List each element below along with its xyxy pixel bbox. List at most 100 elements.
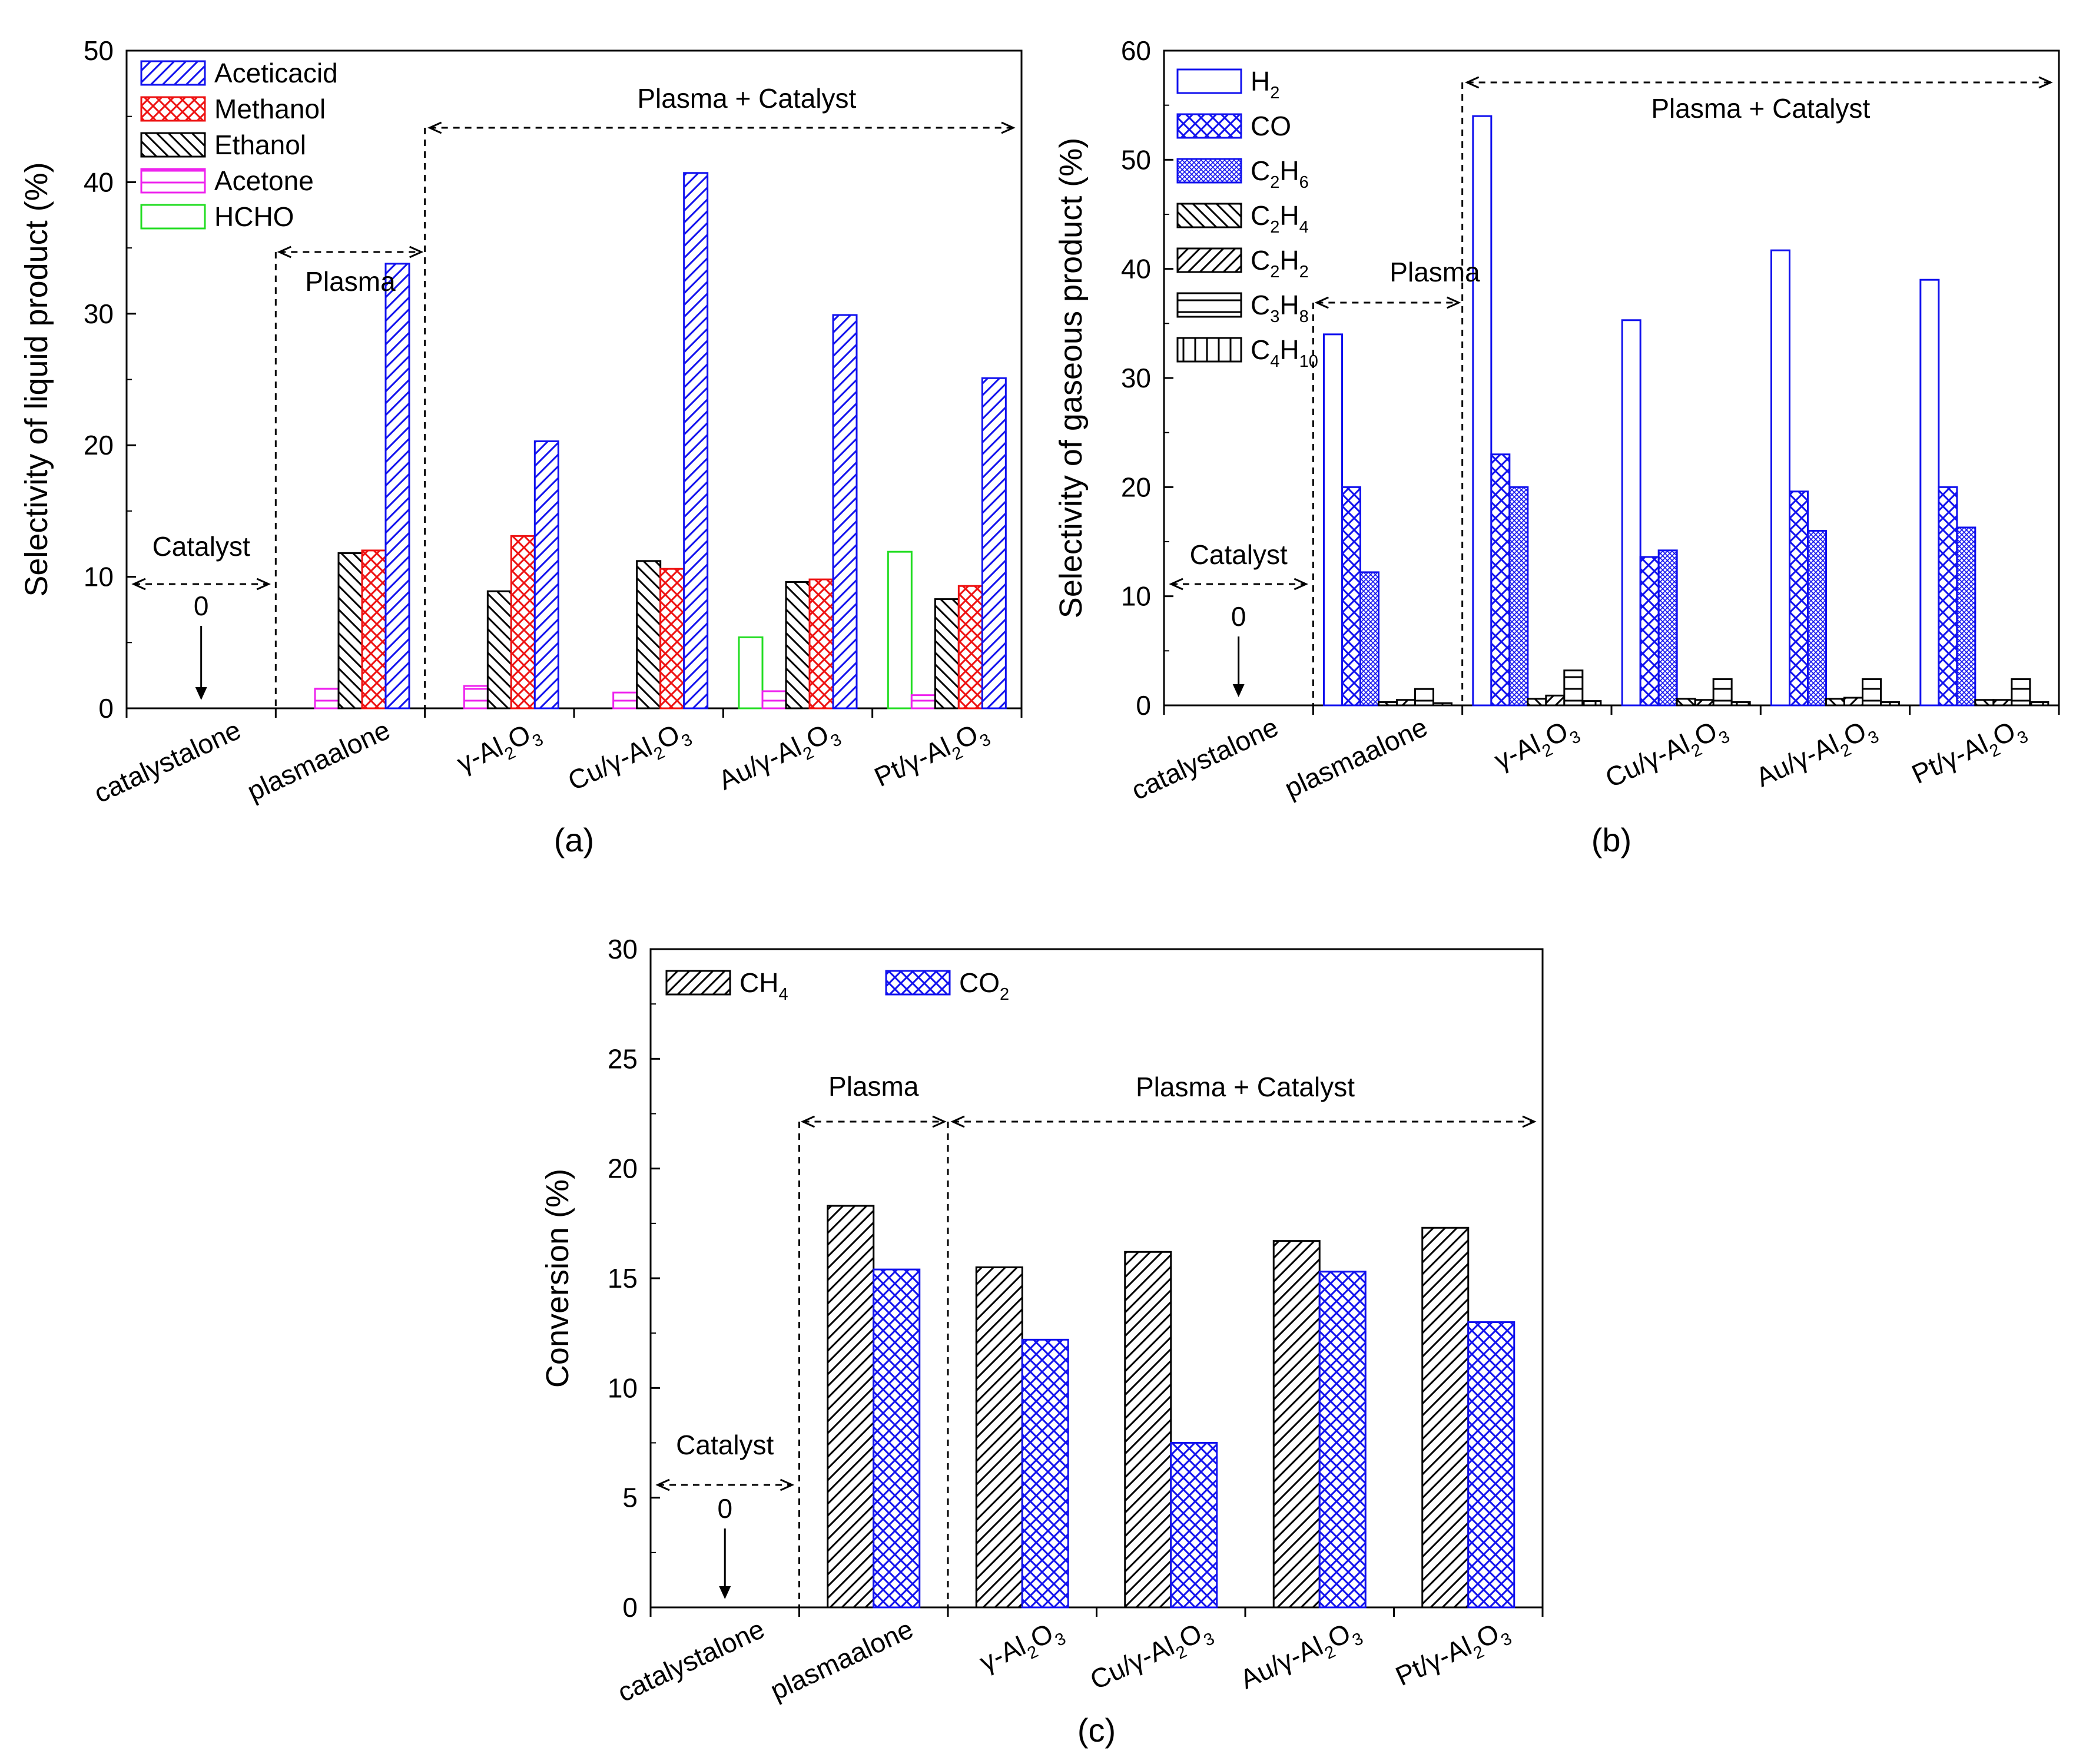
arrow-catalyst-span-right-head — [780, 1478, 795, 1491]
bar-methanol-plasma-alone — [361, 549, 387, 709]
x-tick-label-al2o3: γ-Al2O3 — [1490, 711, 1584, 781]
bar-acetone-al2o3 — [463, 685, 489, 709]
bar-c2h6-plasma-alone — [1359, 571, 1379, 707]
legend: H2 CO C2H6 C2H4 C2H2 C3H8 C4H10 — [1176, 66, 1318, 371]
bar-ethanol-pt-al2o3 — [934, 598, 960, 709]
bar-h2-al2o3 — [1472, 115, 1493, 707]
bar-c3h8-plasma-alone — [1414, 688, 1434, 707]
panel-label: (c) — [1077, 1712, 1116, 1749]
x-tick-label-pt-al2o3: Pt/γ-Al2O3 — [870, 714, 994, 798]
legend-label-methanol: Methanol — [214, 94, 326, 124]
legend-swatch-c3h8 — [1176, 292, 1242, 318]
arrow-plasma-span-right-head — [932, 1115, 947, 1128]
bar-c2h2-plasma-alone — [1396, 699, 1416, 707]
legend-swatch-ethanol — [140, 132, 206, 158]
y-tick-label: 10 — [1121, 581, 1151, 612]
bar-hcho-pt-al2o3 — [887, 551, 913, 709]
legend-swatch-methanol — [140, 96, 206, 122]
arrow-plasma-catalyst-span-right-head — [1001, 121, 1016, 134]
legend-label-c4h10: C4H10 — [1251, 334, 1318, 371]
annotation-catalyst: Catalyst — [1190, 539, 1288, 570]
bar-acetic-acid-al2o3 — [533, 440, 559, 709]
x-tick-label-al2o3: γ-Al2O3 — [452, 714, 546, 784]
x-tick-label-catalyst-alone: catalystalone — [1126, 711, 1282, 806]
bar-co-pt-al2o3 — [1938, 486, 1958, 707]
arrow-plasma-span-left-head — [1314, 296, 1329, 309]
x-tick-label-catalyst-alone: catalystalone — [89, 714, 245, 809]
y-tick-label: 50 — [84, 35, 114, 66]
bar-ch4-au-al2o3 — [1272, 1240, 1321, 1609]
bar-c3h8-al2o3 — [1563, 669, 1584, 707]
legend-label-hcho: HCHO — [214, 201, 294, 232]
annotation-plasma: Plasma — [1389, 257, 1480, 287]
x-tick-label-plasma-alone: plasmaalone — [1280, 711, 1432, 804]
annotation-plasma-catalyst: Plasma + Catalyst — [637, 83, 856, 114]
y-axis-label: Selectivity of liquid product (%) — [19, 162, 54, 596]
arrow-plasma-span-left-head — [800, 1115, 815, 1128]
y-axis-label: Selectivity of gaseous product (%) — [1053, 138, 1089, 618]
bar-ethanol-au-al2o3 — [785, 581, 811, 709]
annotation-catalyst: Catalyst — [676, 1430, 774, 1460]
legend: Aceticacid Methanol Ethanol Acetone HCHO — [140, 58, 338, 232]
legend-swatch-hcho — [140, 204, 206, 230]
bar-c2h2-cu-al2o3 — [1694, 699, 1714, 707]
y-tick-label: 15 — [608, 1263, 638, 1294]
legend-label-c3h8: C3H8 — [1251, 290, 1309, 326]
bar-acetone-plasma-alone — [314, 687, 340, 709]
bar-methanol-cu-al2o3 — [659, 568, 685, 709]
bar-c2h4-cu-al2o3 — [1676, 698, 1696, 707]
y-tick-label: 20 — [1121, 472, 1151, 502]
x-tick-label-cu-al2o3: Cu/γ-Al2O3 — [1600, 711, 1733, 799]
bar-acetic-acid-plasma-alone — [384, 263, 410, 709]
y-tick-label: 25 — [608, 1043, 638, 1074]
legend-label-c2h6: C2H6 — [1251, 155, 1309, 192]
y-tick-label: 30 — [608, 934, 638, 964]
annotation-zero: 0 — [717, 1493, 732, 1524]
arrow-zero-head — [1232, 684, 1245, 697]
x-tick-label-pt-al2o3: Pt/γ-Al2O3 — [1907, 711, 2031, 795]
legend-label-acetone: Acetone — [214, 165, 314, 196]
bar-ch4-plasma-alone — [827, 1205, 875, 1609]
annotation-plasma: Plasma — [828, 1071, 919, 1102]
y-tick-label: 0 — [98, 693, 114, 724]
legend-label-ethanol: Ethanol — [214, 130, 306, 160]
bar-acetone-pt-al2o3 — [910, 694, 936, 709]
bar-acetone-cu-al2o3 — [612, 691, 638, 709]
bar-c2h6-au-al2o3 — [1807, 529, 1827, 707]
bar-co2-cu-al2o3 — [1170, 1442, 1218, 1609]
bar-c3h8-pt-al2o3 — [2011, 678, 2031, 707]
y-tick-label: 0 — [1136, 690, 1151, 721]
y-tick-label: 30 — [1121, 363, 1151, 393]
chart-c-conversion: 0 5 10 15 20 25 30 Conversion (%) catalystalonep… — [540, 934, 1544, 1749]
arrow-plasma-span-left-head — [277, 246, 291, 258]
bar-c4h10-cu-al2o3 — [1730, 701, 1751, 707]
bar-c2h6-cu-al2o3 — [1657, 549, 1678, 707]
y-tick-label: 20 — [84, 430, 114, 460]
annotation-zero: 0 — [194, 591, 209, 621]
bar-methanol-au-al2o3 — [808, 578, 834, 709]
bar-co2-al2o3 — [1021, 1338, 1069, 1609]
bar-ch4-pt-al2o3 — [1421, 1226, 1470, 1609]
arrow-plasma-catalyst-span-left-head — [427, 121, 442, 134]
bar-co-plasma-alone — [1341, 486, 1361, 707]
y-tick-label: 50 — [1121, 144, 1151, 175]
arrow-plasma-span-right-head — [409, 246, 424, 258]
bar-ethanol-al2o3 — [486, 590, 512, 709]
bar-ch4-al2o3 — [975, 1266, 1023, 1609]
bar-methanol-al2o3 — [510, 535, 536, 709]
bar-c2h2-pt-al2o3 — [1992, 699, 2013, 707]
arrow-plasma-catalyst-span-left-head — [950, 1115, 965, 1128]
x-tick-label-cu-al2o3: Cu/γ-Al2O3 — [563, 714, 695, 802]
annotation-plasma-catalyst: Plasma + Catalyst — [1651, 93, 1870, 124]
bar-acetone-au-al2o3 — [761, 690, 787, 709]
y-tick-label: 20 — [608, 1153, 638, 1184]
x-tick-label-plasma-alone: plasmaalone — [765, 1613, 917, 1706]
arrow-catalyst-span-right-head — [1294, 578, 1308, 591]
bar-c4h10-pt-al2o3 — [2029, 701, 2050, 707]
arrow-plasma-catalyst-span-right-head — [1522, 1115, 1537, 1128]
bar-acetic-acid-cu-al2o3 — [683, 172, 709, 709]
legend-swatch-acetone — [140, 168, 206, 194]
legend-label-acetic-acid: Aceticacid — [214, 58, 338, 88]
y-tick-label: 60 — [1121, 35, 1151, 66]
bar-co2-plasma-alone — [873, 1268, 921, 1609]
